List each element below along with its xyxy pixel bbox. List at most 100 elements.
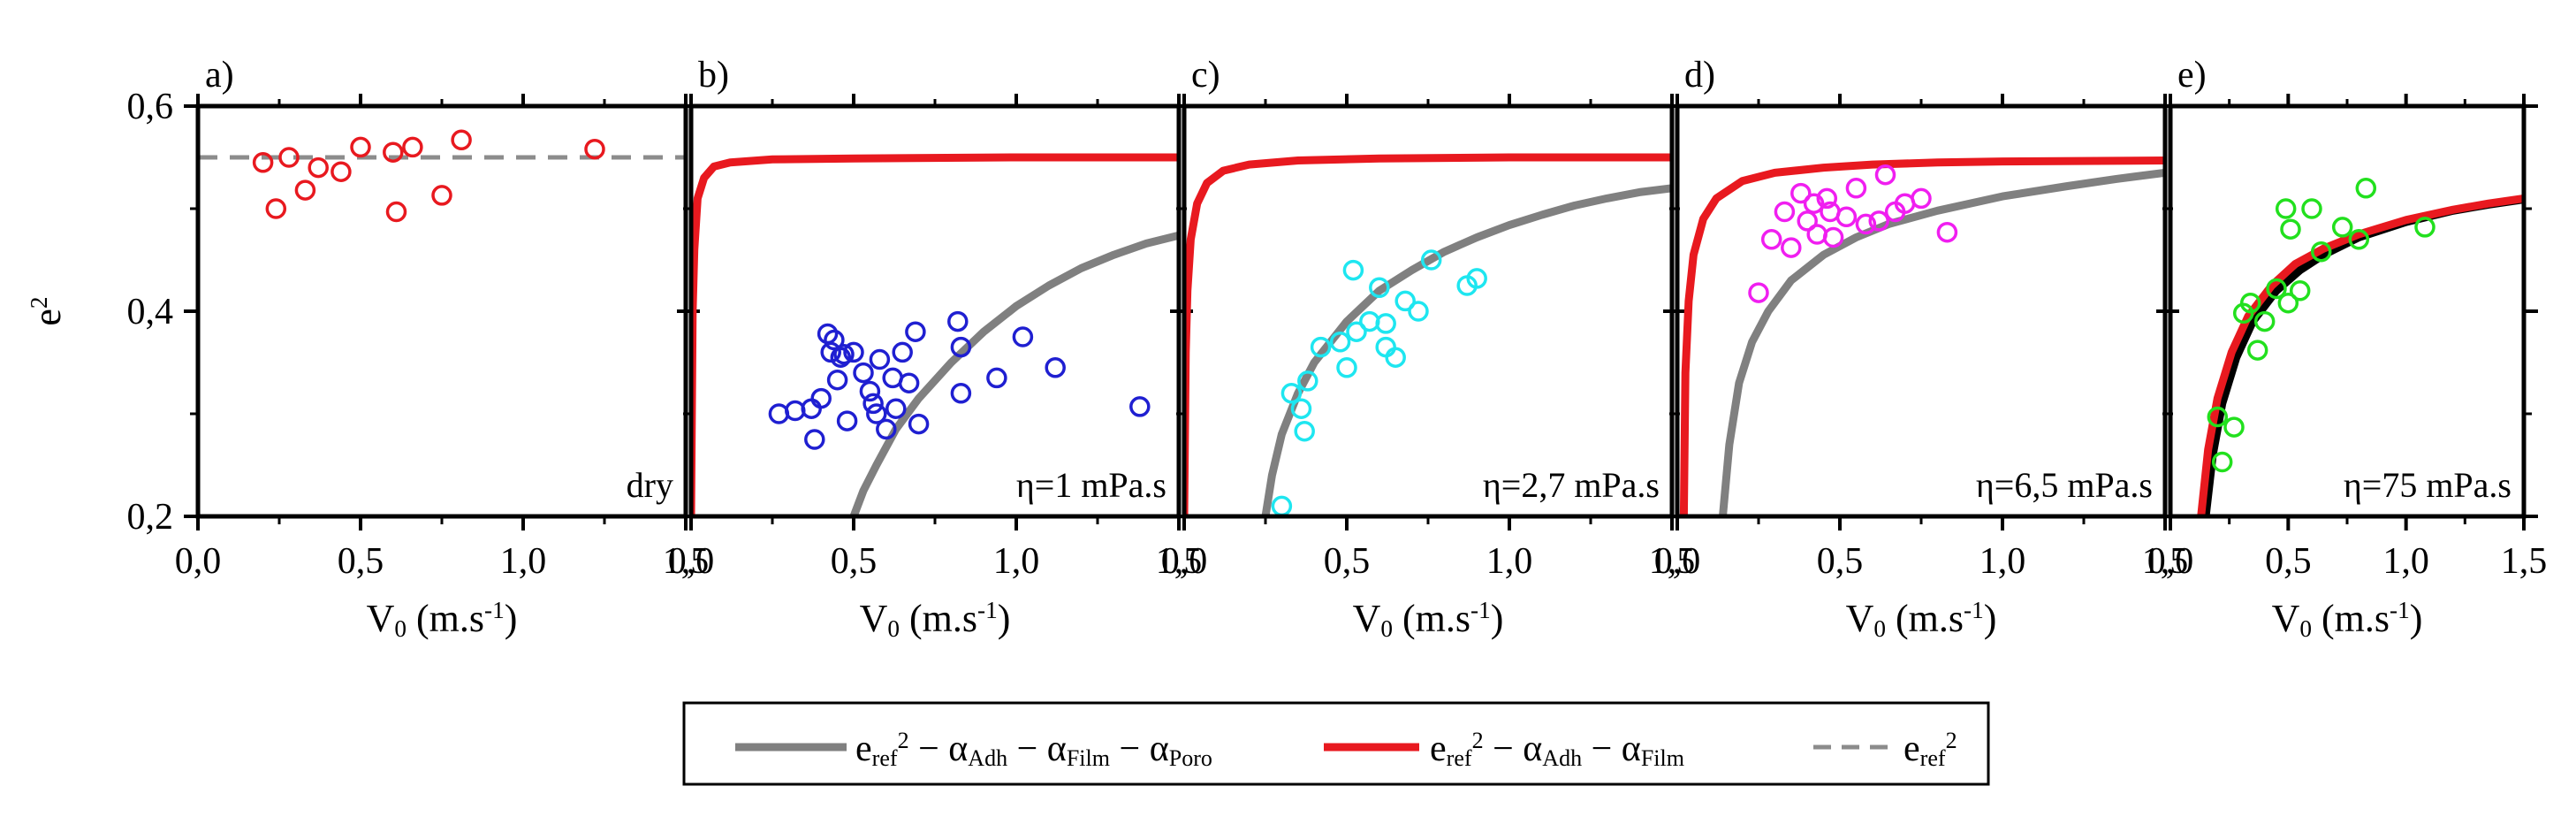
data-point (824, 329, 845, 351)
data-point (2277, 292, 2299, 314)
legend-part: Poro (1169, 745, 1212, 771)
legend-part: ref (1447, 745, 1472, 771)
x-label-sub: 0 (394, 615, 407, 642)
panel-annotation: dry (627, 465, 673, 505)
data-point (1310, 336, 1332, 358)
data-point (1290, 398, 1312, 419)
data-point (768, 403, 790, 424)
data-point (331, 161, 352, 182)
data-point (866, 403, 887, 424)
data-point (584, 138, 605, 160)
data-point (383, 141, 404, 163)
legend-part: 2 (1946, 728, 1957, 753)
data-point (1385, 347, 1406, 368)
data-point (2414, 217, 2435, 238)
data-point (2331, 217, 2353, 238)
data-point (2253, 310, 2276, 332)
x-label-sup: -1 (977, 597, 998, 623)
legend-part: − α (1007, 729, 1067, 769)
panel-label: e) (2177, 55, 2207, 95)
legend-part: 2 (898, 728, 909, 753)
curve-1 (1261, 184, 1672, 516)
x-tick-label: 1,0 (1979, 541, 2026, 582)
x-label-base: V (367, 597, 395, 640)
x-tick-label: 1,5 (663, 541, 710, 582)
x-label-sup: -1 (2390, 597, 2410, 623)
data-point (1845, 178, 1867, 199)
data-point (2232, 302, 2254, 324)
data-point (1375, 336, 1396, 358)
data-point (265, 198, 287, 219)
data-point (2223, 416, 2245, 438)
panel-2: 0,0 0,5 1,0 1,5 b) η=1 mPa.s V0 (m.s-1) (668, 55, 1203, 642)
x-axis-label: V0 (m.s-1) (860, 597, 1011, 642)
curve-1 (1719, 168, 2165, 516)
data-point (402, 136, 423, 158)
data-point (1774, 201, 1796, 223)
legend-part: Film (1641, 745, 1684, 771)
panel-3: 0,0 0,5 1,0 1,5 c) η=2,7 mPa.s V0 (m.s-1) (1161, 55, 1696, 642)
data-point (950, 383, 972, 404)
data-point (1369, 277, 1390, 299)
data-point (1375, 313, 1396, 334)
curve-2 (691, 153, 1179, 516)
x-label-end: ) (2410, 597, 2423, 640)
data-point (1806, 224, 1828, 245)
panel-annotation: η=6,5 mPa.s (1976, 465, 2153, 505)
x-label-mid: (m.s (1886, 597, 1964, 640)
x-axis-label: V0 (m.s-1) (2272, 597, 2423, 642)
x-label-sub: 0 (887, 615, 900, 642)
data-point (869, 348, 891, 370)
x-tick-label: 0,0 (1161, 541, 1208, 582)
data-point (2266, 278, 2287, 300)
x-label-sub: 0 (1873, 615, 1886, 642)
legend: eref2 − αAdh − αFilm − αPoro eref2 − αAdh… (682, 701, 1990, 786)
data-point (2310, 240, 2332, 263)
x-label-sub: 0 (2299, 615, 2312, 642)
data-point (1936, 221, 1958, 243)
curve-1 (849, 231, 1179, 516)
data-point (1760, 229, 1782, 250)
panel-5: 0,0 0,5 1,0 1,5 e) η=75 mPa.s V0 (m.s-1) (2147, 55, 2548, 642)
x-label-base: V (1353, 597, 1381, 640)
data-point (947, 310, 969, 332)
data-point (826, 369, 848, 391)
data-point (2280, 218, 2301, 240)
legend-part: − α (1582, 729, 1641, 769)
data-point (1874, 164, 1896, 186)
legend-part: − α (1484, 729, 1543, 769)
data-point (2355, 178, 2377, 199)
data-point (1342, 259, 1364, 281)
data-point (876, 418, 897, 440)
panel-annotation: η=2,7 mPa.s (1483, 465, 1660, 505)
panel-annotation: η=1 mPa.s (1016, 465, 1166, 505)
data-point (1045, 357, 1066, 378)
panel-1: 0,0 0,5 1,0 1,5 0,2 0,4 0,6 a) dry V0 (m.s-1) (127, 55, 710, 642)
data-point (1294, 420, 1315, 442)
data-point (2289, 280, 2311, 302)
x-label-end: ) (1984, 597, 1997, 640)
x-tick-label: 0,5 (831, 541, 878, 582)
data-point (950, 336, 972, 358)
data-point (1781, 237, 1802, 258)
data-point (308, 156, 329, 179)
x-tick-label: 1,5 (1649, 541, 1696, 582)
data-point (833, 343, 855, 365)
x-tick-label: 0,0 (668, 541, 715, 582)
plot-frame (1675, 103, 2168, 519)
data-point (431, 185, 452, 206)
curve-2 (1679, 156, 2165, 516)
data-point (1816, 187, 1838, 210)
data-point (843, 341, 864, 363)
data-point (1280, 383, 1303, 404)
x-tick-label: 1,0 (1486, 541, 1533, 582)
legend-part: e (1904, 729, 1920, 769)
x-axis-label: V0 (m.s-1) (367, 597, 518, 642)
x-label-mid: (m.s (407, 597, 484, 640)
x-axis-label: V0 (m.s-1) (1353, 597, 1504, 642)
data-point (1803, 193, 1825, 214)
x-label-sub: 0 (1380, 615, 1393, 642)
x-tick-label: 0,0 (2147, 541, 2194, 582)
legend-label-3: eref2 (1904, 728, 1957, 771)
